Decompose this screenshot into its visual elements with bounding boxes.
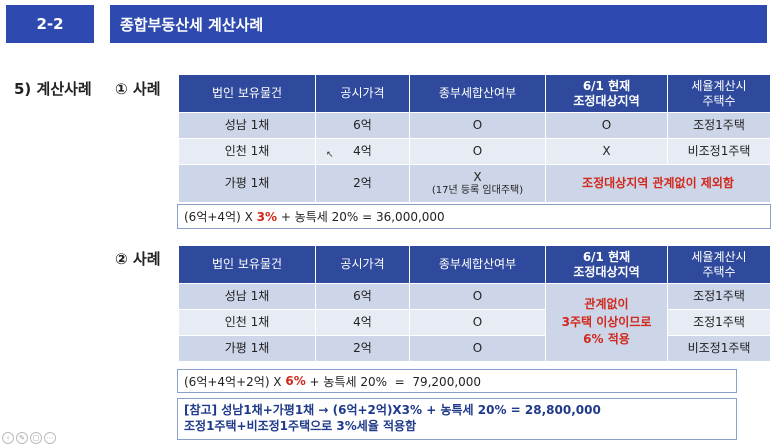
table-header-row: 법인 보유물건 공시가격 종부세합산여부 6/1 현재 조정대상지역 세율계산시… [178,74,771,113]
table-header-row: 법인 보유물건 공시가격 종부세합산여부 6/1 현재 조정대상지역 세율계산시… [178,245,771,284]
section-label: 5) 계산사례 [14,80,92,98]
cell-property: 인천 1채 [178,138,316,165]
cell-combined: O [409,138,546,165]
cell-price: 4억 [315,309,410,336]
formula-prefix: (6억+4억) X [184,210,257,224]
formula-suffix: + 농특세 20% = 36,000,000 [277,210,445,224]
cell-combined: O [409,309,546,336]
cell-house-count: 조정1주택 [667,283,771,310]
col-header-regulated: 6/1 현재 조정대상지역 [545,74,668,113]
section-number-badge: 2-2 [6,5,94,43]
table-row: 가평 1채 2억 O 비조정1주택 [178,335,771,362]
case2-label: ② 사례 [115,250,161,268]
table-row: 인천 1채 4억 O 조정1주택 [178,309,771,336]
col-header-price: 공시가격 [315,245,410,284]
cell-house-count: 비조정1주택 [667,138,771,165]
table-row: 성남 1채 6억 O 관계없이 3주택 이상이므로 6% 적용 조정1주택 [178,283,771,362]
cell-property: 인천 1채 [178,309,316,336]
cell-property: 성남 1채 [178,112,316,139]
col-header-price: 공시가격 [315,74,410,113]
col-header-house-count: 세율계산시 주택수 [667,245,771,284]
cell-price: 4억 [315,138,410,165]
table-row: 인천 1채 4억 O X 비조정1주택 [178,138,771,165]
reference-note: [참고] 성남1채+가평1채 → (6억+2억)X3% + 농특세 20% = … [177,398,737,440]
cell-combined-note: (17년 등록 임대주택) [431,185,524,197]
note-line-2: 조정1주택+비조정1주택으로 3%세율 적용함 [184,419,417,434]
page-title: 종합부동산세 계산사례 [110,5,767,43]
formula-suffix: + 농특세 20% = 79,200,000 [305,374,482,389]
col-header-property: 법인 보유물건 [178,245,316,284]
cell-property: 가평 1채 [178,164,316,203]
cell-price: 6억 [315,283,410,310]
cell-regulated: O [545,112,668,139]
mouse-cursor-icon: ↖ [326,150,334,160]
col-header-combined: 종부세합산여부 [409,245,546,284]
more-icon[interactable]: ⋯ [44,432,56,444]
case1-formula: (6억+4억) X 3% + 농특세 20% = 36,000,000 [177,204,771,229]
edit-icon[interactable]: ✎ [16,432,28,444]
formula-prefix: (6억+4억+2억) X [184,374,286,389]
note-line-1: [참고] 성남1채+가평1채 → (6억+2억)X3% + 농특세 20% = … [184,403,601,417]
case2-table: 법인 보유물건 공시가격 종부세합산여부 6/1 현재 조정대상지역 세율계산시… [178,245,771,362]
cell-combined: O [409,335,546,362]
prev-icon[interactable]: ‹ [2,432,14,444]
table-row: 성남 1채 6억 O O 조정1주택 [178,112,771,139]
cell-price: 6억 [315,112,410,139]
cell-combined: O [409,283,546,310]
slide-toolbar: ‹ ✎ ▢ ⋯ [2,432,56,444]
cell-regulated: X [545,138,668,165]
case1-label: ① 사례 [115,80,161,98]
cell-house-count: 조정1주택 [667,309,771,336]
cell-excluded-note: 조정대상지역 관계없이 제외함 [545,164,771,203]
cell-house-count: 조정1주택 [667,112,771,139]
cell-property: 성남 1채 [178,283,316,310]
cell-combined: O [409,112,546,139]
col-header-combined: 종부세합산여부 [409,74,546,113]
col-header-house-count: 세율계산시 주택수 [667,74,771,113]
zoom-icon[interactable]: ▢ [30,432,42,444]
cell-property: 가평 1채 [178,335,316,362]
formula-rate: 6% [285,374,306,388]
table-row: 가평 1채 2억 X (17년 등록 임대주택) 조정대상지역 관계없이 제외함 [178,164,771,203]
case2-formula: (6억+4억+2억) X 6% + 농특세 20% = 79,200,000 [177,369,737,393]
col-header-property: 법인 보유물건 [178,74,316,113]
cell-price: 2억 [315,335,410,362]
cell-price: 2억 [315,164,410,203]
case1-table: 법인 보유물건 공시가격 종부세합산여부 6/1 현재 조정대상지역 세율계산시… [178,74,771,203]
cell-house-count: 비조정1주택 [667,335,771,362]
col-header-regulated: 6/1 현재 조정대상지역 [545,245,668,284]
cell-merged-note: 관계없이 3주택 이상이므로 6% 적용 [545,283,668,362]
cell-combined-value: X [473,169,482,184]
cell-combined: X (17년 등록 임대주택) [409,164,546,203]
formula-rate: 3% [256,209,277,224]
